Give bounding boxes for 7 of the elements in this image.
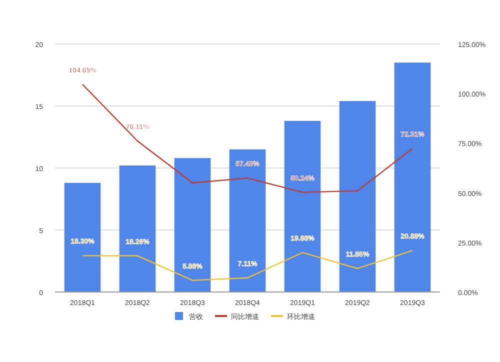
bar xyxy=(119,166,156,292)
bar xyxy=(174,158,211,292)
bar xyxy=(229,149,266,292)
bar xyxy=(339,101,376,292)
bar xyxy=(394,62,431,292)
bar xyxy=(64,182,101,292)
bar xyxy=(284,120,321,292)
